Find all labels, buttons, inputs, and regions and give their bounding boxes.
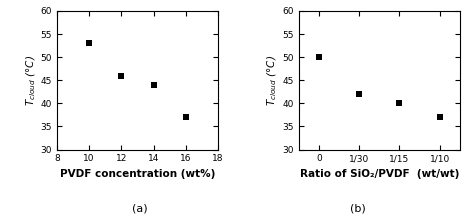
Text: (a): (a) (132, 203, 147, 213)
X-axis label: PVDF concentration (wt%): PVDF concentration (wt%) (60, 169, 215, 179)
Y-axis label: $T_{cloud}$ (°C): $T_{cloud}$ (°C) (24, 55, 38, 106)
X-axis label: Ratio of SiO₂/PVDF  (wt/wt): Ratio of SiO₂/PVDF (wt/wt) (300, 169, 459, 179)
Y-axis label: $T_{cloud}$ (°C): $T_{cloud}$ (°C) (266, 55, 280, 106)
Text: (b): (b) (350, 203, 366, 213)
